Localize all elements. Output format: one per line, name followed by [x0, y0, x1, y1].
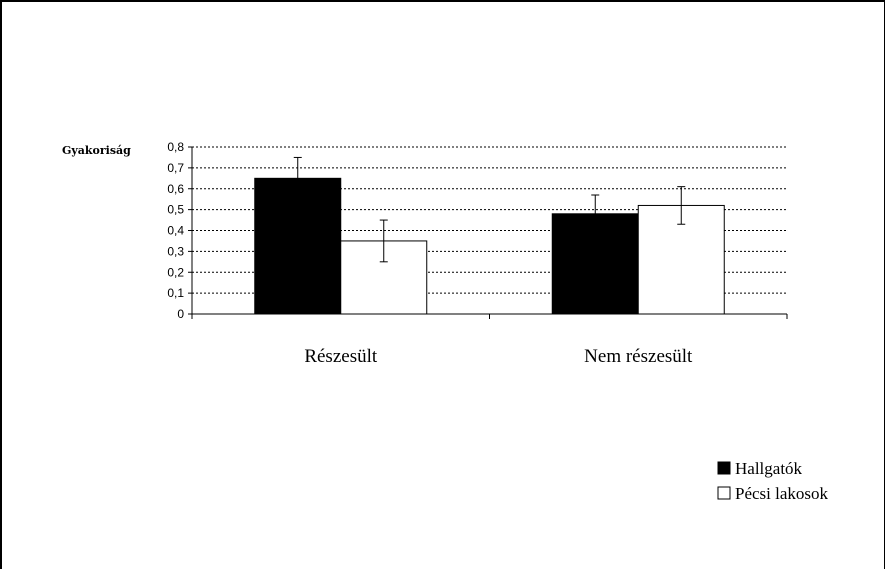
legend-swatch [717, 486, 731, 500]
category-label: Részesült [304, 346, 378, 367]
y-tick-label: 0 [177, 307, 184, 321]
y-tick-label: 0,3 [167, 244, 184, 258]
gridlines [192, 146, 787, 294]
legend: Hallgatók Pécsi lakosok [717, 459, 829, 503]
y-tick-label: 0,7 [167, 161, 184, 175]
legend-swatch [717, 461, 731, 475]
bars [254, 156, 725, 315]
y-axis-title: Gyakoriság [62, 144, 131, 157]
y-tick-label: 0,4 [167, 224, 184, 238]
category-label: Nem részesült [584, 346, 693, 367]
y-tick-label: 0,6 [167, 182, 184, 196]
legend-label: Hallgatók [735, 459, 803, 478]
y-tick-label: 0,2 [167, 265, 184, 279]
bar [254, 177, 342, 315]
legend-label: Pécsi lakosok [735, 484, 829, 503]
y-tick-label: 0,5 [167, 203, 184, 217]
y-tick-label: 0,1 [167, 286, 184, 300]
axes: 0 0,1 0,2 0,3 0,4 0,5 0,6 0,7 0,8 Részesült Nem ré… [167, 140, 788, 367]
y-tick-label: 0,8 [167, 140, 184, 154]
